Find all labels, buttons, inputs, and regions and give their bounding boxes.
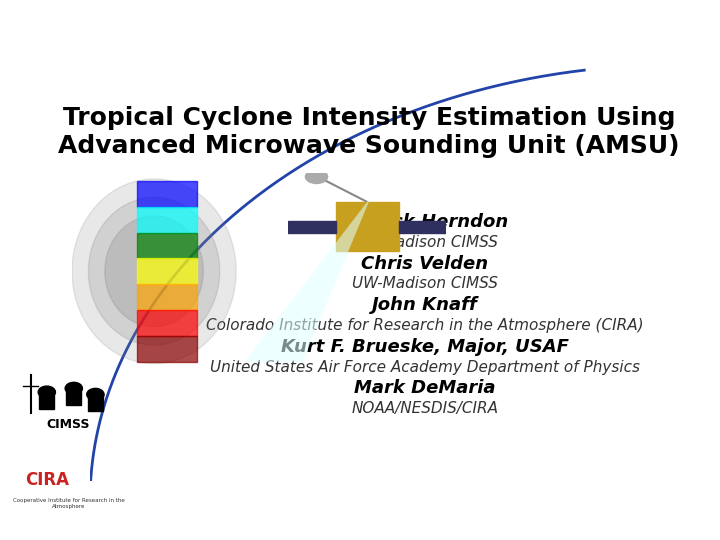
Text: John Knaff: John Knaff	[372, 296, 478, 314]
Bar	[336, 202, 399, 251]
Text: Tropical Cyclone Intensity Estimation Using
Advanced Microwave Sounding Unit (AM: Tropical Cyclone Intensity Estimation Us…	[58, 106, 680, 158]
Text: UW-Madison CIMSS: UW-Madison CIMSS	[352, 276, 498, 292]
Text: NOAA/NESDIS/CIRA: NOAA/NESDIS/CIRA	[351, 401, 498, 416]
Bar	[137, 207, 197, 233]
Text: United States Air Force Academy Department of Physics: United States Air Force Academy Departme…	[210, 360, 640, 375]
Text: CIMSS: CIMSS	[47, 418, 90, 431]
Text: Derrick Herndon: Derrick Herndon	[341, 213, 508, 231]
Polygon shape	[245, 197, 371, 362]
Text: Colorado Institute for Research in the Atmosphere (CIRA): Colorado Institute for Research in the A…	[206, 318, 644, 333]
Circle shape	[86, 388, 104, 401]
Bar	[399, 221, 446, 233]
Bar	[137, 259, 197, 284]
Circle shape	[38, 386, 55, 398]
Polygon shape	[105, 216, 203, 327]
Text: Mark DeMaria: Mark DeMaria	[354, 380, 495, 397]
Circle shape	[65, 382, 82, 394]
Text: CIRA: CIRA	[24, 470, 69, 489]
Bar	[137, 336, 197, 362]
Bar	[137, 181, 197, 207]
Polygon shape	[89, 198, 220, 345]
Text: Chris Velden: Chris Velden	[361, 255, 488, 273]
Polygon shape	[72, 179, 236, 363]
Bar	[137, 284, 197, 310]
Text: Kurt F. Brueske, Major, USAF: Kurt F. Brueske, Major, USAF	[281, 338, 569, 356]
Bar	[137, 233, 197, 259]
Bar	[288, 221, 336, 233]
Bar	[137, 310, 197, 336]
Circle shape	[305, 170, 328, 184]
Text: Cooperative Institute for Research in the Atmosphere: Cooperative Institute for Research in th…	[12, 498, 125, 509]
Text: UW-Madison CIMSS: UW-Madison CIMSS	[352, 235, 498, 250]
